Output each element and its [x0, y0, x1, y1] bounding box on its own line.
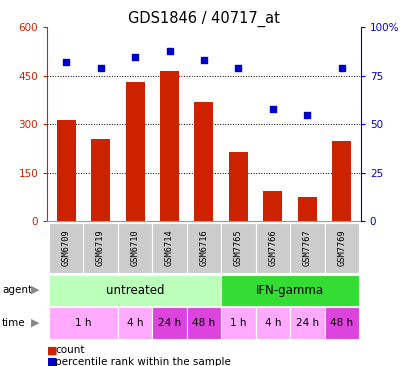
Bar: [186, 223, 221, 273]
Bar: [49, 307, 117, 339]
Bar: [228, 152, 247, 221]
Bar: [263, 191, 282, 221]
Text: untreated: untreated: [106, 284, 164, 296]
Point: [235, 65, 241, 71]
Text: 1 h: 1 h: [75, 318, 91, 328]
Text: agent: agent: [2, 285, 32, 295]
Bar: [117, 223, 152, 273]
Point: [166, 48, 172, 54]
Bar: [117, 307, 152, 339]
Text: 24 h: 24 h: [295, 318, 318, 328]
Text: 4 h: 4 h: [264, 318, 281, 328]
Point: [63, 59, 69, 65]
Text: GSM6714: GSM6714: [164, 229, 173, 266]
Text: GSM6716: GSM6716: [199, 229, 208, 266]
Text: ▶: ▶: [31, 285, 39, 295]
Text: 4 h: 4 h: [126, 318, 143, 328]
Bar: [255, 307, 290, 339]
Bar: [186, 307, 221, 339]
Bar: [324, 307, 358, 339]
Text: GSM6709: GSM6709: [61, 229, 70, 266]
Point: [97, 65, 103, 71]
Bar: [194, 102, 213, 221]
Point: [131, 54, 138, 60]
Text: 1 h: 1 h: [229, 318, 246, 328]
Text: GSM7769: GSM7769: [337, 229, 346, 266]
Text: GSM7765: GSM7765: [234, 229, 243, 266]
Text: IFN-gamma: IFN-gamma: [256, 284, 324, 296]
Text: GSM7767: GSM7767: [302, 229, 311, 266]
Point: [200, 57, 207, 63]
Bar: [152, 307, 186, 339]
Point: [338, 65, 344, 71]
Text: 24 h: 24 h: [157, 318, 181, 328]
Text: GSM6710: GSM6710: [130, 229, 139, 266]
Bar: [160, 71, 179, 221]
Bar: [49, 223, 83, 273]
Text: count: count: [55, 345, 85, 355]
Text: time: time: [2, 318, 26, 328]
Text: ▶: ▶: [31, 318, 39, 328]
Text: ■: ■: [47, 356, 58, 366]
Bar: [324, 223, 358, 273]
Text: 48 h: 48 h: [192, 318, 215, 328]
Bar: [221, 307, 255, 339]
Bar: [290, 307, 324, 339]
Text: GSM6719: GSM6719: [96, 229, 105, 266]
Bar: [91, 139, 110, 221]
Bar: [255, 223, 290, 273]
Text: ■: ■: [47, 345, 58, 355]
Text: 48 h: 48 h: [330, 318, 353, 328]
Bar: [221, 274, 358, 306]
Bar: [152, 223, 186, 273]
Bar: [290, 223, 324, 273]
Bar: [297, 197, 316, 221]
Text: percentile rank within the sample: percentile rank within the sample: [55, 356, 231, 366]
Bar: [221, 223, 255, 273]
Point: [303, 112, 310, 118]
Text: GSM7766: GSM7766: [268, 229, 277, 266]
Point: [269, 106, 276, 112]
Bar: [56, 120, 75, 221]
Bar: [83, 223, 117, 273]
Title: GDS1846 / 40717_at: GDS1846 / 40717_at: [128, 11, 279, 27]
Bar: [332, 141, 351, 221]
Bar: [49, 274, 221, 306]
Bar: [125, 82, 144, 221]
